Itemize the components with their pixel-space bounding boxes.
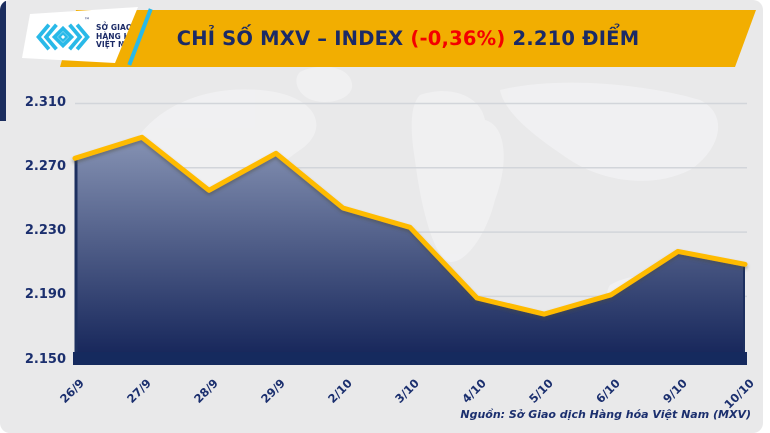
logo-line-1: SỞ GIAO DỊCH <box>96 22 157 32</box>
trademark-symbol: ™ <box>84 17 90 24</box>
logo-wordmark: SỞ GIAO DỊCH HÀNG HÓA VIỆT NAM <box>96 22 157 51</box>
logo-line-3: VIỆT NAM <box>96 40 138 50</box>
area-fill <box>75 137 745 365</box>
mxv-logo-card: SỞ GIAO DỊCH HÀNG HÓA VIỆT NAM ™ <box>22 7 138 63</box>
y-axis-label: 2.310 <box>24 94 66 110</box>
y-axis-label: 2.270 <box>24 158 66 174</box>
chart-title-main: CHỈ SỐ MXV – INDEX <box>176 27 411 50</box>
chart-title-change: (-0,36%) <box>410 27 506 50</box>
y-axis-label: 2.230 <box>24 223 66 239</box>
mxv-logo-icon <box>36 23 90 51</box>
y-axis-label: 2.150 <box>24 351 66 367</box>
source-note: Nguồn: Sở Giao dịch Hàng hóa Việt Nam (M… <box>460 408 751 421</box>
chart-title-value: 2.210 ĐIỂM <box>505 27 640 50</box>
y-axis-label: 2.190 <box>24 287 66 303</box>
index-line <box>72 134 748 317</box>
left-accent-strip <box>0 0 6 121</box>
title-banner: CHỈ SỐ MXV – INDEX (-0,36%) 2.210 ĐIỂM <box>60 10 756 67</box>
logo-line-2: HÀNG HÓA <box>96 31 143 41</box>
baseline-bar <box>73 352 747 365</box>
